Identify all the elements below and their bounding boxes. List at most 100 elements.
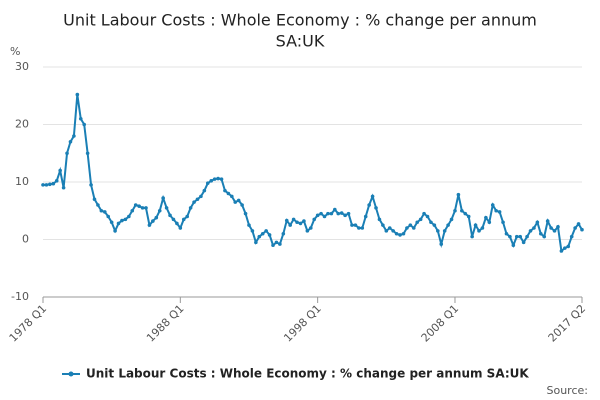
- point: [367, 203, 371, 207]
- x-tick-label: 1988 Q1: [144, 302, 187, 345]
- point: [305, 229, 310, 233]
- point: [44, 183, 49, 187]
- point: [518, 234, 523, 239]
- point: [278, 242, 282, 246]
- point: [219, 177, 224, 181]
- point: [230, 194, 234, 199]
- point: [140, 206, 145, 210]
- point: [154, 215, 159, 220]
- point: [65, 151, 69, 156]
- point: [480, 226, 485, 230]
- point: [181, 217, 186, 222]
- point: [466, 214, 471, 219]
- point: [422, 211, 426, 216]
- point: [391, 229, 395, 233]
- point: [442, 229, 447, 233]
- point: [75, 92, 80, 97]
- point: [501, 220, 505, 225]
- point: [99, 208, 104, 213]
- point: [171, 217, 176, 222]
- point: [243, 211, 248, 216]
- point: [549, 226, 553, 230]
- point: [264, 229, 268, 233]
- point: [357, 226, 361, 230]
- point: [284, 218, 289, 223]
- point: [209, 179, 214, 183]
- point: [326, 211, 330, 216]
- point: [96, 203, 100, 207]
- point: [556, 225, 560, 229]
- point: [539, 231, 543, 236]
- point: [487, 220, 492, 225]
- point: [89, 183, 93, 187]
- point: [446, 223, 450, 227]
- point: [226, 191, 231, 196]
- y-axis-label: %: [10, 45, 20, 58]
- point: [109, 220, 114, 225]
- point: [436, 229, 440, 233]
- point: [508, 234, 512, 239]
- point: [72, 134, 76, 138]
- point: [532, 226, 536, 230]
- point: [58, 168, 62, 173]
- point: [563, 246, 567, 250]
- point: [113, 229, 117, 233]
- point: [374, 206, 378, 210]
- point: [343, 213, 347, 218]
- point: [281, 231, 286, 236]
- y-tick-label: 0: [22, 233, 29, 246]
- point: [260, 231, 265, 236]
- y-tick-label: 20: [15, 118, 29, 131]
- point: [346, 211, 351, 216]
- point: [322, 214, 327, 219]
- point: [116, 221, 121, 226]
- point: [120, 218, 124, 223]
- point: [418, 217, 423, 222]
- point: [484, 215, 488, 220]
- point: [394, 231, 399, 236]
- point: [401, 231, 406, 236]
- point: [291, 217, 296, 222]
- point: [151, 219, 155, 223]
- legend-label: Unit Labour Costs : Whole Economy : % ch…: [86, 367, 529, 381]
- point: [494, 208, 498, 213]
- point: [528, 229, 533, 233]
- point: [54, 179, 59, 183]
- point: [51, 181, 56, 186]
- point: [144, 206, 148, 210]
- point: [542, 234, 547, 239]
- point: [473, 223, 478, 227]
- point: [319, 211, 323, 216]
- point: [566, 244, 571, 249]
- point: [525, 234, 529, 239]
- point: [127, 214, 131, 219]
- x-tick-label: 1978 Q1: [7, 302, 50, 345]
- point: [175, 221, 179, 226]
- point: [223, 188, 227, 193]
- point: [133, 203, 138, 207]
- point: [205, 181, 210, 185]
- point: [102, 210, 107, 214]
- point: [61, 185, 66, 190]
- point: [398, 233, 402, 237]
- point: [350, 223, 354, 227]
- point: [460, 208, 464, 213]
- chart-title: SA:UK: [276, 32, 325, 51]
- point: [580, 227, 584, 232]
- point: [576, 222, 581, 226]
- point: [233, 200, 238, 204]
- point: [85, 151, 90, 156]
- point: [302, 219, 306, 223]
- point: [439, 242, 444, 246]
- point: [456, 192, 461, 197]
- point: [130, 208, 135, 213]
- point: [387, 226, 392, 230]
- point: [308, 226, 313, 230]
- point: [41, 183, 45, 187]
- source: Source:: [547, 384, 589, 397]
- y-tick-label: 10: [15, 175, 29, 188]
- point: [415, 220, 420, 225]
- point: [535, 220, 540, 225]
- point: [370, 194, 375, 199]
- x-tick-label: 2017 Q2: [546, 302, 589, 345]
